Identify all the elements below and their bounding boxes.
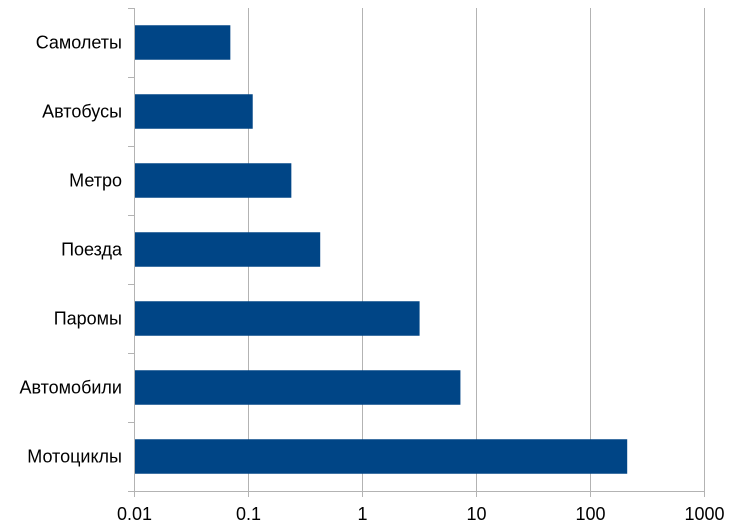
bar-4 [135, 232, 321, 267]
category-label: Поезда [61, 240, 123, 260]
bar-2 [135, 94, 253, 129]
bar-3 [135, 163, 292, 198]
x-tick-label: 10 [466, 504, 486, 524]
category-label: Метро [69, 171, 122, 191]
category-label: Автобусы [42, 102, 122, 122]
x-tick-label: 1000 [684, 504, 724, 524]
category-label: Автомобили [19, 378, 122, 398]
bar-5 [135, 301, 420, 336]
bar-6 [135, 370, 461, 405]
category-label: Паромы [54, 309, 122, 329]
bars [135, 25, 628, 474]
category-label: Самолеты [36, 33, 122, 53]
x-tick-label: 1 [357, 504, 367, 524]
gridlines [248, 8, 705, 491]
x-tick-label: 0.1 [236, 504, 261, 524]
labels: 0.01 0.1 1 10 100 1000 Самолеты Автобусы Метро По… [19, 33, 724, 525]
x-tick-label: 0.01 [117, 504, 152, 524]
axes [128, 8, 705, 497]
bar-7 [135, 439, 628, 474]
x-tick-label: 100 [575, 504, 605, 524]
category-label: Мотоциклы [27, 447, 122, 467]
bar-1 [135, 25, 231, 60]
